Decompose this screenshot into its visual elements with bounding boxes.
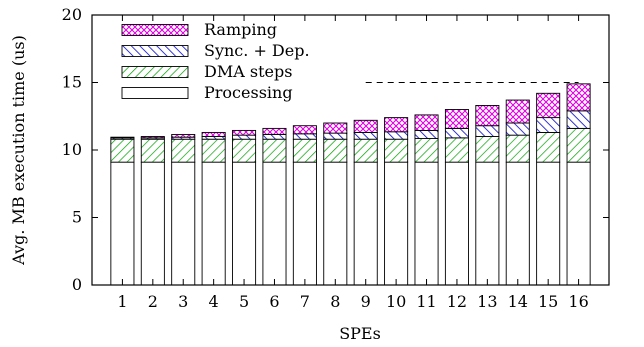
legend-swatch-sync-dep bbox=[121, 45, 189, 57]
y-tick-label: 5 bbox=[72, 208, 82, 227]
bar-segment-ramping bbox=[475, 104, 500, 127]
bar-segment-ramping bbox=[353, 119, 378, 133]
bar-segment-ramping bbox=[292, 125, 317, 135]
y-tick-label: 15 bbox=[62, 73, 82, 92]
bar-segment-dma-steps bbox=[323, 138, 348, 163]
x-tick-label: 10 bbox=[386, 292, 406, 311]
legend-label-ramping: Ramping bbox=[204, 20, 277, 39]
bar-segment-sync-dep bbox=[353, 131, 378, 140]
bar-segment-dma-steps bbox=[384, 138, 409, 163]
bar-segment-processing bbox=[505, 161, 530, 286]
bar-segment-processing bbox=[384, 161, 409, 286]
bar-segment-processing bbox=[140, 161, 165, 286]
bar-segment-sync-dep bbox=[292, 133, 317, 140]
y-axis-title: Avg. MB execution time (us) bbox=[9, 35, 28, 266]
bar-segment-dma-steps bbox=[262, 138, 287, 163]
x-tick-label: 3 bbox=[178, 292, 188, 311]
plot-frame bbox=[91, 14, 610, 286]
legend-label-dma-steps: DMA steps bbox=[204, 62, 292, 81]
bar-segment-ramping bbox=[110, 136, 135, 139]
y-tick-label: 20 bbox=[62, 5, 82, 24]
bar-segment-ramping bbox=[566, 83, 591, 112]
bar-segment-sync-dep bbox=[323, 132, 348, 140]
bar-segment-ramping bbox=[232, 129, 257, 136]
bar-segment-ramping bbox=[262, 127, 287, 135]
bar-segment-processing bbox=[201, 161, 226, 286]
bar-segment-ramping bbox=[444, 109, 469, 129]
bar-segment-sync-dep bbox=[505, 122, 530, 136]
bar-segment-ramping bbox=[384, 117, 409, 133]
bar-segment-ramping bbox=[201, 131, 226, 137]
bar-segment-dma-steps bbox=[232, 138, 257, 163]
bar-segment-ramping bbox=[505, 99, 530, 124]
bar-segment-dma-steps bbox=[353, 138, 378, 163]
legend-label-processing: Processing bbox=[204, 83, 293, 102]
legend-label-sync-dep: Sync. + Dep. bbox=[204, 41, 310, 60]
x-tick-label: 2 bbox=[148, 292, 158, 311]
bar-segment-ramping bbox=[414, 114, 439, 131]
bar-segment-sync-dep bbox=[444, 127, 469, 139]
bar-segment-sync-dep bbox=[232, 134, 257, 140]
bar-segment-processing bbox=[232, 161, 257, 286]
bar-segment-dma-steps bbox=[110, 138, 135, 163]
y-tick-label: 0 bbox=[72, 275, 82, 294]
bar-segment-processing bbox=[353, 161, 378, 286]
bar-segment-ramping bbox=[140, 136, 165, 139]
bar-segment-processing bbox=[323, 161, 348, 286]
bar-segment-dma-steps bbox=[292, 138, 317, 163]
bar-segment-sync-dep bbox=[536, 117, 561, 133]
y-tick-label: 10 bbox=[62, 140, 82, 159]
bar-segment-processing bbox=[414, 161, 439, 286]
bar-segment-dma-steps bbox=[201, 138, 226, 163]
bar-segment-dma-steps bbox=[505, 134, 530, 163]
legend-swatch-ramping bbox=[121, 24, 189, 36]
bar-segment-ramping bbox=[536, 92, 561, 119]
bar-segment-dma-steps bbox=[444, 137, 469, 163]
bar-segment-ramping bbox=[323, 122, 348, 134]
bar-segment-sync-dep bbox=[414, 129, 439, 139]
x-axis-title: SPEs bbox=[339, 324, 381, 343]
bar-segment-dma-steps bbox=[536, 131, 561, 163]
legend-swatch-processing bbox=[121, 87, 189, 99]
x-tick-label: 9 bbox=[361, 292, 371, 311]
x-tick-label: 14 bbox=[508, 292, 528, 311]
x-tick-label: 4 bbox=[209, 292, 219, 311]
bar-segment-sync-dep bbox=[384, 131, 409, 140]
legend-swatch-dma-steps bbox=[121, 66, 189, 78]
x-tick-label: 12 bbox=[447, 292, 467, 311]
bar-segment-processing bbox=[262, 161, 287, 286]
x-tick-label: 8 bbox=[330, 292, 340, 311]
bar-segment-sync-dep bbox=[262, 134, 287, 140]
bar-segment-processing bbox=[475, 161, 500, 286]
x-tick-label: 11 bbox=[416, 292, 436, 311]
bar-segment-processing bbox=[292, 161, 317, 286]
legend: Ramping Sync. + Dep. DMA steps Processing bbox=[121, 20, 310, 102]
bar-segment-dma-steps bbox=[140, 138, 165, 163]
bar-segment-dma-steps bbox=[414, 138, 439, 163]
bar-segment-processing bbox=[566, 161, 591, 286]
x-tick-label: 15 bbox=[538, 292, 558, 311]
bar-segment-processing bbox=[110, 161, 135, 286]
x-tick-label: 5 bbox=[239, 292, 249, 311]
bar-segment-sync-dep bbox=[566, 110, 591, 129]
x-tick-label: 6 bbox=[269, 292, 279, 311]
bar-segment-dma-steps bbox=[566, 127, 591, 163]
x-tick-label: 13 bbox=[477, 292, 497, 311]
x-tick-label: 16 bbox=[568, 292, 588, 311]
bar-segment-processing bbox=[536, 161, 561, 286]
bar-segment-processing bbox=[444, 161, 469, 286]
bar-segment-processing bbox=[171, 161, 196, 286]
bar-segment-ramping bbox=[171, 134, 196, 138]
bar-segment-sync-dep bbox=[475, 125, 500, 137]
x-tick-label: 1 bbox=[117, 292, 127, 311]
bar-segment-dma-steps bbox=[171, 138, 196, 163]
bar-segment-dma-steps bbox=[475, 136, 500, 163]
x-tick-label: 7 bbox=[300, 292, 310, 311]
